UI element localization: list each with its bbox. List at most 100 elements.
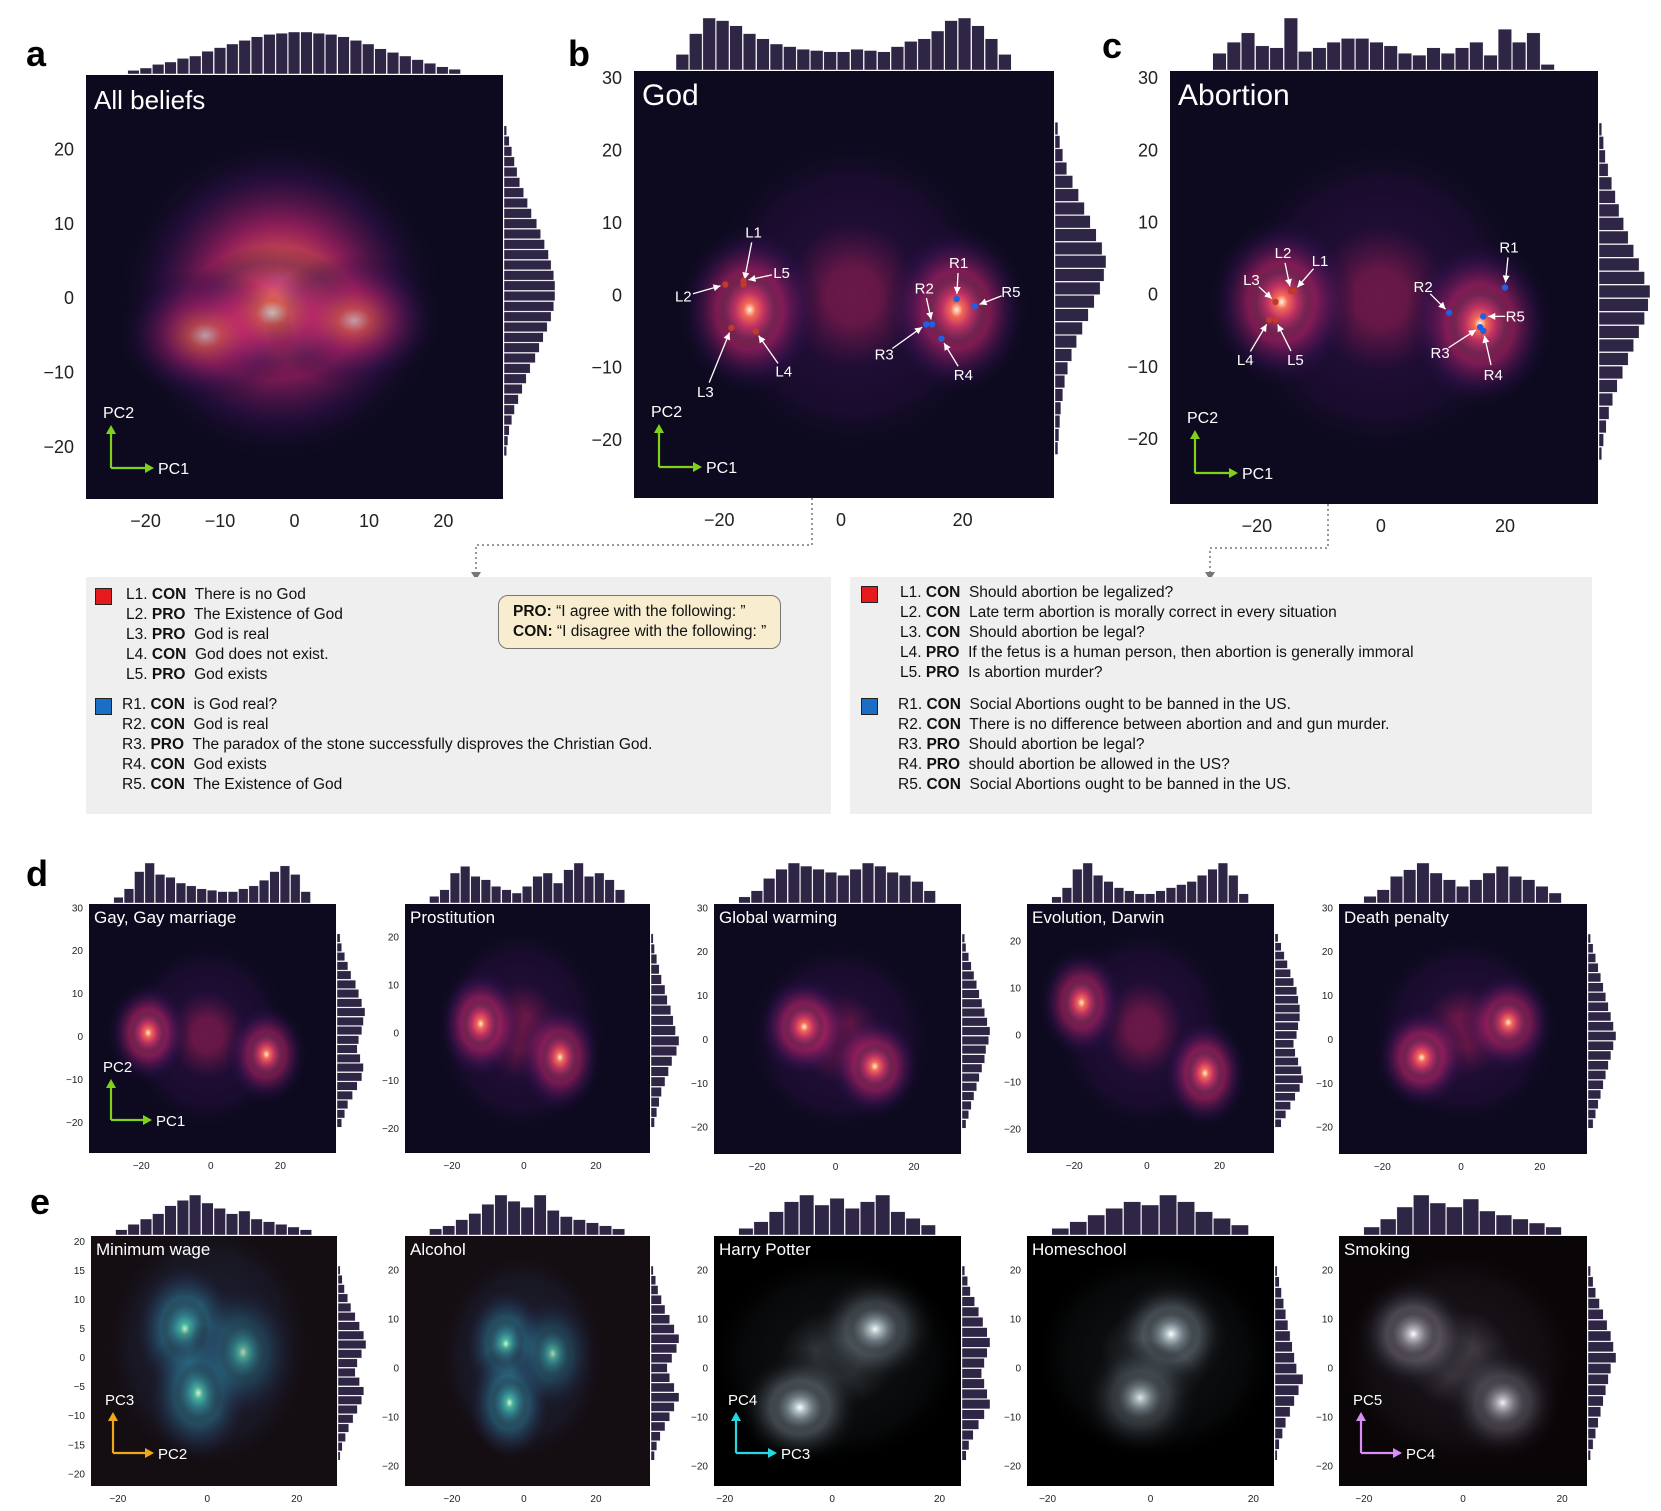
top-histogram-bar: [553, 882, 564, 904]
right-histogram-bar: [1587, 1287, 1596, 1298]
chart-panel-d5: −20 0 20 −20 −10 0 10 20 30 Death penalty: [1316, 862, 1617, 1173]
top-histogram-bar: [429, 1228, 442, 1236]
top-histogram-bar: [468, 1213, 482, 1236]
top-histogram-bar: [1217, 862, 1228, 904]
top-histogram-bar: [1483, 54, 1498, 71]
left-marker-swatch: [861, 586, 878, 603]
top-histogram-bar: [1197, 875, 1208, 904]
right-histogram-bar: [503, 332, 544, 343]
right-histogram-bar: [1274, 951, 1285, 960]
chart-title: Alcohol: [410, 1240, 466, 1259]
top-histogram-bar: [1398, 53, 1412, 71]
chart-panel-b: −20 0 20 −20 −10 0 10 20 30 God PC2 PC1 L1 L2 L3 L4 L5 R1…: [591, 17, 1107, 530]
y-tick-label: 0: [1148, 285, 1158, 305]
right-histogram-bar: [1587, 1050, 1612, 1061]
y-tick-label: 20: [54, 139, 74, 159]
right-histogram-bar: [337, 1423, 349, 1433]
density-blob: [1400, 1033, 1444, 1082]
chart-panel-e1: −20 0 20 −20 −15 −10 −5 0 5 10 15 20 Minimum wage PC3…: [68, 1194, 367, 1505]
y-tick-label: −10: [382, 1076, 399, 1087]
right-histogram-bar: [961, 1054, 985, 1064]
right-histogram-bar: [337, 1358, 358, 1368]
right-histogram-bar: [337, 1340, 367, 1349]
right-histogram-bar: [1587, 1309, 1604, 1320]
legend-row: R1. CON Social Abortions ought to be ban…: [898, 696, 1291, 713]
right-histogram-bar: [337, 1349, 362, 1359]
top-histogram-bar: [164, 61, 177, 75]
right-histogram-bar: [961, 1430, 974, 1440]
right-histogram-bar: [1054, 241, 1103, 255]
top-histogram-bar: [175, 882, 186, 904]
right-histogram-bar: [1587, 1298, 1600, 1309]
x-axis-label: PC1: [156, 1113, 185, 1130]
y-tick-label: 20: [1010, 1265, 1022, 1276]
y-tick-label: −20: [1004, 1125, 1021, 1136]
right-histogram-bar: [336, 1118, 342, 1128]
panel-label-d: d: [26, 853, 48, 894]
data-point-l4: L4: [1237, 316, 1273, 369]
right-histogram-bar: [337, 1284, 345, 1294]
chart-panel-d4: −20 0 20 −20 −10 0 10 20 Evolution, Darwin: [1004, 862, 1304, 1172]
top-histogram-bar: [480, 879, 491, 904]
density-layer: [1037, 925, 1249, 1132]
top-histogram-bar: [1548, 892, 1562, 904]
top-histogram-bar: [213, 47, 226, 75]
right-histogram-bar: [1054, 201, 1085, 215]
top-histogram-bar: [689, 33, 703, 71]
y-tick-label: −20: [1004, 1461, 1021, 1472]
y-tick-label: −20: [691, 1123, 708, 1134]
top-histogram-bar: [1134, 893, 1145, 904]
right-histogram-bar: [503, 187, 524, 198]
right-histogram-bar: [961, 1017, 988, 1027]
top-histogram-bar: [1155, 890, 1166, 904]
right-histogram-bar: [503, 198, 528, 208]
right-histogram-bar: [503, 311, 552, 322]
right-histogram-bar: [1274, 1287, 1282, 1298]
right-histogram-bar: [1587, 1352, 1617, 1363]
top-histogram-bar: [501, 889, 512, 904]
panel-label-c: c: [1102, 25, 1122, 66]
top-histogram-bar: [507, 1200, 521, 1236]
top-histogram-bar: [189, 1194, 202, 1236]
density-blob: [1486, 998, 1530, 1047]
right-histogram-bar: [1274, 1101, 1291, 1110]
top-histogram-bar: [279, 865, 290, 904]
density-blob: [532, 1326, 573, 1381]
top-histogram-bar: [1509, 876, 1522, 904]
top-histogram-bar: [750, 890, 763, 904]
right-histogram-bar: [503, 229, 541, 239]
top-histogram-bar: [238, 40, 251, 75]
marker-dot: [1272, 298, 1279, 306]
chart-title: Minimum wage: [96, 1240, 210, 1259]
y-axis-label: PC4: [728, 1392, 757, 1409]
right-histogram-bar: [650, 1353, 673, 1363]
top-histogram-bar: [1241, 32, 1256, 71]
y-tick-label: −20: [68, 1469, 85, 1480]
top-histogram-bar: [1061, 887, 1072, 904]
right-histogram-bar: [1598, 379, 1618, 393]
right-histogram-bar: [336, 933, 341, 943]
top-histogram-bar: [1213, 1218, 1231, 1236]
top-histogram-bar: [1512, 41, 1527, 71]
right-histogram-bar: [961, 933, 965, 943]
x-tick-label: 20: [934, 1494, 946, 1505]
chart-title: Prostitution: [410, 908, 495, 927]
right-marker-swatch: [861, 698, 878, 715]
legend-row: L5. PRO Is abortion murder?: [900, 664, 1103, 681]
right-histogram-bar: [961, 1008, 985, 1017]
top-histogram-bar: [1442, 879, 1456, 904]
top-histogram-bar: [542, 872, 553, 904]
right-histogram-bar: [1587, 1119, 1594, 1129]
legend-row: L1. CON Should abortion be legalized?: [900, 584, 1174, 601]
density-blob: [129, 1009, 168, 1057]
right-histogram-bar: [1598, 325, 1640, 339]
top-histogram-bar: [1255, 45, 1270, 71]
y-tick-label: −10: [691, 1412, 708, 1423]
y-tick-label: 30: [1138, 68, 1158, 88]
top-histogram-bar: [1412, 54, 1427, 71]
arrow-up-icon: [1356, 1412, 1366, 1421]
right-histogram-bar: [336, 1044, 358, 1054]
top-histogram-bar: [337, 36, 350, 75]
right-histogram-bar: [1587, 1080, 1604, 1090]
